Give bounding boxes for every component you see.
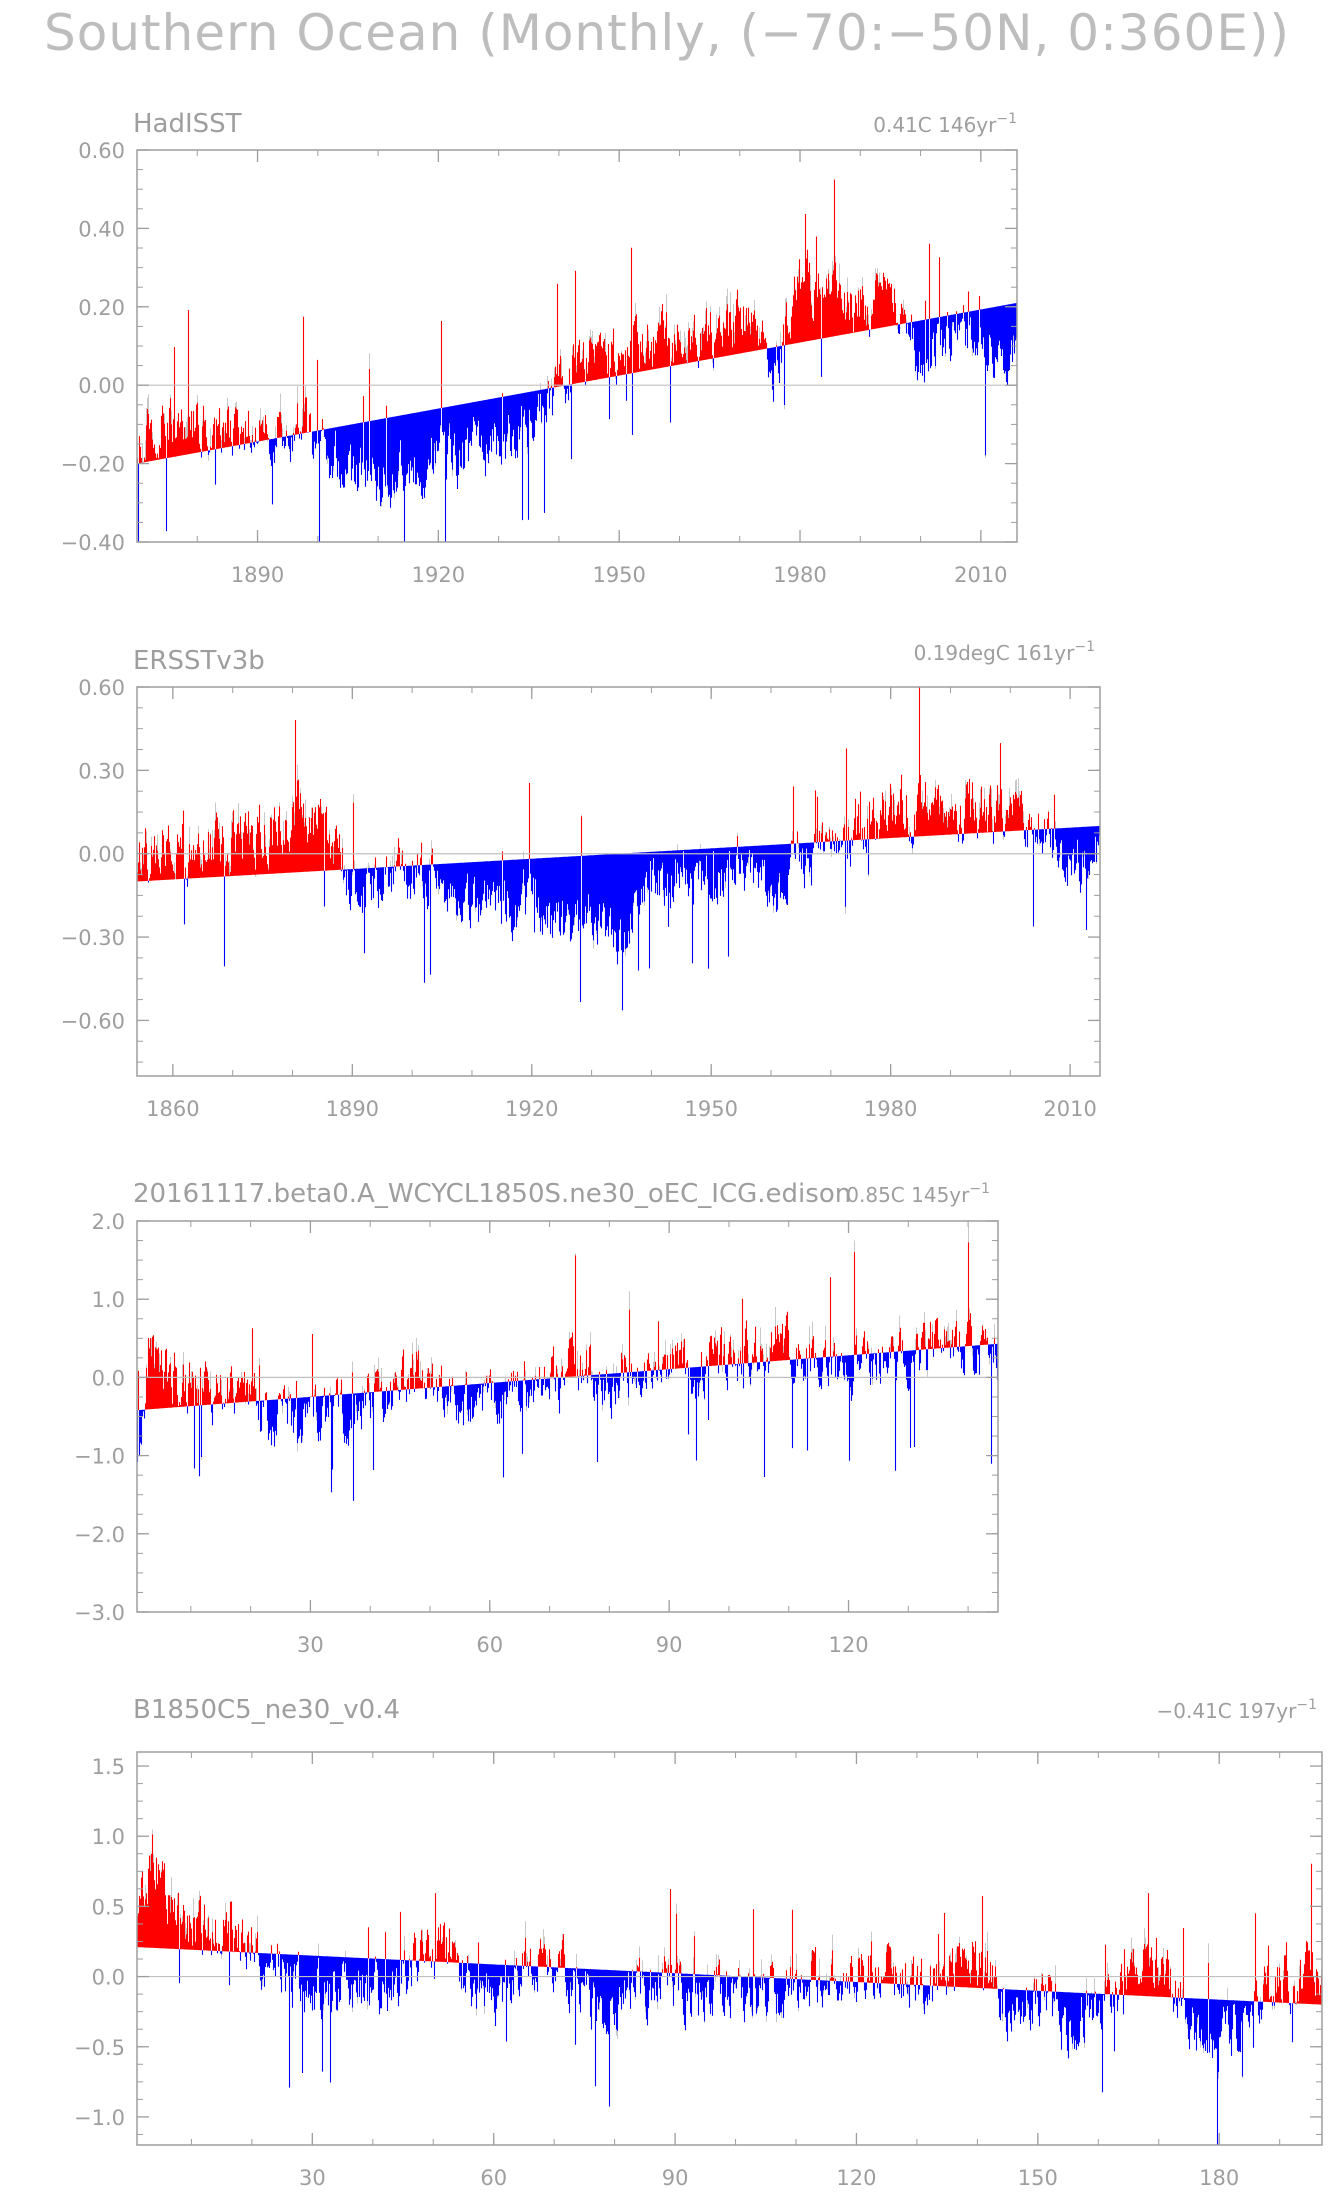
y-tick-label: −0.60 — [61, 1009, 125, 1033]
x-tick-label: 60 — [476, 1633, 503, 1657]
x-tick-label: 1920 — [412, 563, 465, 587]
y-tick-label: −1.0 — [74, 2106, 125, 2130]
y-tick-label: 0.5 — [92, 1895, 125, 1919]
y-tick-label: −0.20 — [61, 453, 125, 477]
panel-title: B1850C5_ne30_v0.4 — [133, 1695, 400, 1725]
negative-anomaly-bars — [136, 1343, 999, 1501]
panel-ersstv3b: ERSSTv3b 0.19degC 161yr−1 −0.60 −0.30 0.00 0.… — [61, 639, 1101, 1121]
x-tick-label: 1890 — [231, 563, 284, 587]
x-tick-label: 2010 — [1043, 1097, 1096, 1121]
panel-hadisst: HadISST 0.41C 146yr−1 −0.40 −0.20 0.00 0.20 0.… — [61, 109, 1018, 587]
panel-title: HadISST — [133, 109, 242, 139]
y-tick-label: 0.20 — [78, 296, 125, 320]
stat-text: 0.85C 145yr — [846, 1183, 970, 1207]
panel-stat-label: 0.41C 146yr−1 — [873, 111, 1017, 137]
plot-frame — [136, 1220, 999, 1613]
x-tick-label: 90 — [662, 2166, 689, 2190]
stat-superscript: −1 — [969, 1181, 990, 1197]
negative-anomaly-bars — [178, 1949, 1297, 2145]
y-tick-label: 0.0 — [92, 1366, 125, 1390]
stat-superscript: −1 — [1074, 639, 1095, 655]
y-tick-label: 2.0 — [92, 1210, 125, 1234]
negative-anomaly-bars — [137, 303, 1018, 542]
x-tick-label: 1950 — [684, 1097, 737, 1121]
x-tick-label: 2010 — [954, 563, 1007, 587]
y-tick-label: 1.0 — [92, 1825, 125, 1849]
figure-title: Southern Ocean (Monthly, (−70:−50N, 0:36… — [44, 4, 1290, 62]
y-tick-label: 0.40 — [78, 217, 125, 241]
x-tick-label: 60 — [480, 2166, 507, 2190]
panel-b1850c5: B1850C5_ne30_v0.4 −0.41C 197yr−1 −1.0 −0.5 0… — [74, 1695, 1323, 2190]
plot-frame — [136, 149, 1018, 543]
panel-stat-label: −0.41C 197yr−1 — [1157, 1697, 1317, 1723]
x-tick-label: 120 — [836, 2166, 876, 2190]
negative-anomaly-bars — [147, 826, 1101, 1011]
panel-title: 20161117.beta0.A_WCYCL1850S.ne30_oEC_ICG… — [133, 1179, 851, 1209]
y-tick-label: −0.40 — [61, 531, 125, 555]
x-tick-label: 1890 — [326, 1097, 379, 1121]
y-tick-label: −0.5 — [74, 2036, 125, 2060]
stat-text: 0.41C 146yr — [873, 113, 997, 137]
x-tick-label: 1980 — [773, 563, 826, 587]
y-tick-label: −1.0 — [74, 1445, 125, 1469]
x-tick-label: 1950 — [592, 563, 645, 587]
panel-beta0-wcycl: 20161117.beta0.A_WCYCL1850S.ne30_oEC_ICG… — [74, 1179, 999, 1657]
positive-anomaly-bars — [137, 1242, 996, 1411]
stat-text: 0.19degC 161yr — [914, 641, 1076, 665]
y-tick-label: −3.0 — [74, 1601, 125, 1625]
x-tick-label: 150 — [1018, 2166, 1058, 2190]
panel-stat-label: 0.19degC 161yr−1 — [914, 639, 1095, 665]
panel-stat-label: 0.85C 145yr−1 — [846, 1181, 990, 1207]
y-tick-label: −2.0 — [74, 1523, 125, 1547]
x-tick-label: 1860 — [146, 1097, 199, 1121]
x-tick-label: 90 — [656, 1633, 683, 1657]
y-tick-label: 0.30 — [78, 759, 125, 783]
x-tick-label: 1980 — [864, 1097, 917, 1121]
y-tick-label: −0.30 — [61, 926, 125, 950]
panel-title: ERSSTv3b — [133, 646, 265, 676]
plot-frame — [136, 1751, 1323, 2146]
x-tick-label: 30 — [297, 1633, 324, 1657]
stat-superscript: −1 — [1296, 1697, 1317, 1713]
positive-anomaly-bars — [136, 687, 1056, 882]
x-tick-label: 180 — [1199, 2166, 1239, 2190]
y-tick-label: 0.60 — [78, 139, 125, 163]
y-tick-label: 1.5 — [92, 1755, 125, 1779]
y-tick-label: 0.00 — [78, 374, 125, 398]
x-tick-label: 30 — [299, 2166, 326, 2190]
y-tick-label: 1.0 — [92, 1288, 125, 1312]
stat-text: −0.41C 197yr — [1157, 1699, 1298, 1723]
y-tick-label: 0.00 — [78, 843, 125, 867]
y-tick-label: 0.60 — [78, 676, 125, 700]
stat-superscript: −1 — [996, 111, 1017, 127]
anomaly-envelope — [138, 1226, 995, 1470]
x-tick-label: 1920 — [505, 1097, 558, 1121]
x-tick-label: 120 — [828, 1633, 868, 1657]
y-tick-label: 0.0 — [92, 1966, 125, 1990]
plot-frame — [136, 686, 1101, 1077]
